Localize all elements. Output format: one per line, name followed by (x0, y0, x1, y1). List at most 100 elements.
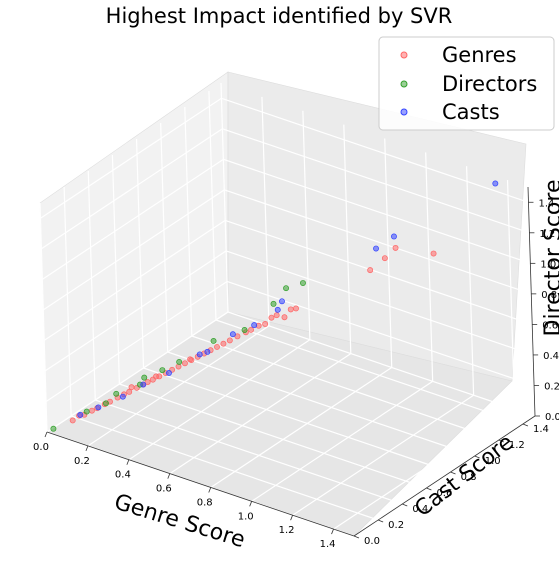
z-tick-label: 0.0 (545, 412, 559, 423)
point-genres (268, 314, 275, 321)
grid-line (425, 152, 434, 382)
point-genres (128, 384, 135, 391)
grid-line (41, 128, 223, 250)
legend-label-directors: Directors (442, 72, 537, 96)
grid-line (226, 280, 535, 387)
legend-label-genres: Genres (442, 43, 517, 67)
grid-line (302, 110, 311, 340)
grid-line (191, 335, 499, 441)
z-tick-label: 0.2 (544, 381, 559, 392)
point-casts (119, 393, 126, 400)
legend-box (378, 36, 555, 131)
grid-line (46, 311, 229, 433)
z-tick-label: 1.0 (540, 259, 556, 270)
grid-line (39, 202, 48, 433)
grid-line (210, 366, 393, 488)
point-casts (77, 411, 84, 418)
x-tick-label: 1.0 (238, 511, 254, 522)
point-directors (283, 285, 290, 292)
point-genres (273, 312, 280, 319)
grid-line (119, 383, 427, 489)
z-axis-label: Director Score (541, 180, 559, 337)
point-casts (373, 245, 379, 252)
grid-line (224, 189, 532, 295)
z-tick-label: 0.6 (542, 320, 558, 331)
legend-marker-genres (400, 51, 408, 59)
x-axis-line (46, 431, 355, 537)
y-tick-mark (426, 487, 432, 491)
grid-line (184, 106, 193, 337)
chart-title: Highest Impact identified by SVR (106, 4, 453, 28)
point-casts (492, 180, 499, 187)
point-genres (248, 326, 255, 333)
grid-line (227, 311, 536, 417)
x-tick-mark (331, 528, 334, 535)
grid-line (225, 219, 533, 325)
grid-line (208, 90, 217, 321)
point-casts (274, 306, 281, 313)
x-tick-mark (208, 487, 212, 493)
x-tick-label: 0.6 (156, 484, 172, 495)
y-tick-mark (377, 519, 384, 523)
x-tick-label: 1.4 (320, 539, 336, 550)
x-tick-mark (85, 445, 89, 452)
grid-line (45, 280, 228, 402)
grid-line (384, 138, 393, 368)
point-casts (165, 370, 172, 376)
grid-line (111, 154, 120, 385)
y-axis-line (353, 415, 536, 537)
x-axis-label: Genre Score (111, 490, 248, 553)
grid-line (169, 353, 352, 475)
point-genres (144, 379, 151, 386)
x-tick-label: 0.2 (74, 456, 90, 467)
grid-lines (39, 82, 536, 537)
grid-line (87, 170, 96, 401)
point-directors (176, 358, 183, 365)
point-casts (391, 233, 397, 240)
y-tick-mark (522, 423, 529, 427)
grid-line (167, 351, 475, 457)
legend-marker-casts (400, 108, 408, 116)
point-directors (103, 400, 109, 407)
point-directors (241, 327, 248, 333)
y-tick-mark (474, 455, 480, 459)
grid-line (128, 339, 311, 461)
tick-labels: 0.00.20.40.60.81.01.21.4 0.00.20.40.60.81… (33, 198, 559, 550)
y-tick-label: 1.2 (509, 440, 525, 451)
y-tick-label: 1.0 (485, 456, 501, 467)
grid-line (506, 180, 516, 410)
grid-line (70, 415, 379, 521)
grid-line (44, 250, 227, 372)
grid-line (43, 219, 226, 341)
x-tick-label: 0.4 (115, 470, 131, 481)
x-tick-label: 0.0 (33, 442, 49, 453)
point-genres (226, 337, 233, 344)
point-genres (381, 255, 388, 262)
x-tick-mark (290, 515, 293, 521)
grid-line (222, 128, 530, 234)
grid-line (220, 82, 229, 313)
y-tick-label: 0.2 (388, 520, 404, 531)
point-directors (113, 390, 120, 397)
grid-line (215, 319, 524, 425)
point-genres (220, 340, 227, 347)
point-directors (300, 280, 306, 286)
x-tick-mark (44, 431, 48, 438)
point-casts (140, 381, 147, 388)
legend-label-casts: Casts (442, 100, 500, 124)
point-genres (293, 305, 299, 312)
x-tick-label: 0.8 (197, 497, 213, 508)
point-casts (251, 322, 258, 329)
grid-line (63, 186, 72, 417)
point-genres (153, 373, 159, 380)
point-genres (69, 417, 76, 424)
point-genres (187, 356, 194, 363)
x-tick-label: 1.2 (279, 525, 295, 536)
y-tick-mark (498, 439, 504, 443)
point-directors (210, 338, 217, 344)
z-axis-line (527, 186, 536, 417)
z-tick-label: 0.8 (541, 290, 557, 301)
grid-line (251, 380, 433, 502)
z-tick-label: 1.4 (538, 198, 554, 209)
